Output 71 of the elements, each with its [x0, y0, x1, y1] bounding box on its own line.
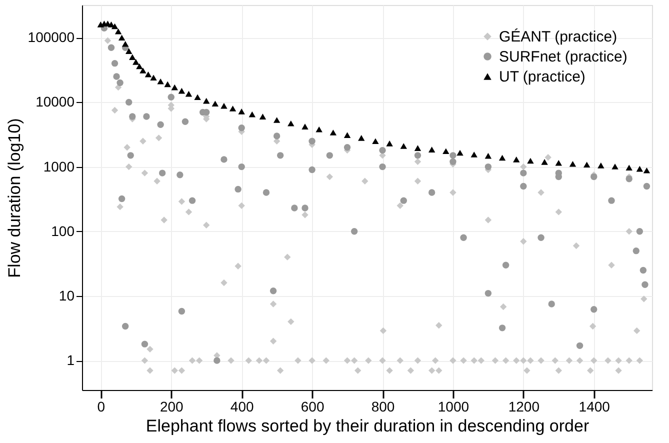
point — [527, 158, 534, 164]
x-tick-label: 1400 — [578, 398, 610, 414]
point — [643, 167, 650, 174]
y-tick-label: 100 — [51, 222, 75, 239]
point — [442, 148, 450, 154]
point — [598, 162, 604, 168]
y-tick-label: 100000 — [28, 29, 75, 46]
point — [386, 140, 393, 146]
point — [428, 146, 436, 152]
point — [238, 108, 245, 114]
y-tick-label: 1 — [66, 352, 75, 368]
y-tick-label: 10000 — [36, 94, 75, 110]
point — [150, 74, 157, 81]
legend-label: GÉANT (practice) — [499, 28, 618, 46]
legend-label: UT (practice) — [499, 68, 586, 86]
point — [400, 143, 407, 149]
point — [259, 114, 266, 120]
point — [456, 150, 464, 156]
point — [612, 164, 618, 170]
point — [288, 120, 294, 126]
point — [316, 126, 322, 132]
point — [129, 54, 136, 60]
point — [203, 98, 210, 104]
x-axis-title: Elephant flows sorted by their duration in descending order — [146, 416, 590, 436]
point — [470, 152, 478, 158]
point — [178, 88, 186, 94]
x-tick-label: 600 — [300, 398, 324, 414]
point — [555, 160, 562, 166]
x-tick-label: 1000 — [438, 398, 470, 414]
point — [372, 138, 379, 144]
point — [569, 160, 576, 167]
point — [126, 48, 132, 54]
point — [541, 159, 548, 165]
point — [164, 81, 171, 88]
x-tick-label: 1200 — [508, 398, 540, 414]
point — [229, 106, 236, 112]
point — [114, 28, 122, 34]
point — [344, 132, 351, 138]
point — [484, 152, 492, 159]
point — [144, 71, 152, 78]
point — [132, 59, 140, 65]
point — [302, 124, 308, 130]
x-tick-label: 800 — [371, 398, 395, 414]
point — [626, 164, 632, 171]
point — [358, 135, 365, 141]
point — [273, 117, 280, 123]
y-tick-label: 1000 — [43, 158, 75, 174]
point — [122, 40, 129, 47]
point — [157, 78, 164, 84]
x-tick-label: 200 — [160, 398, 184, 414]
y-tick-label: 10 — [58, 287, 75, 304]
point — [513, 156, 520, 162]
point — [194, 94, 201, 100]
point — [583, 162, 590, 168]
point — [636, 166, 644, 172]
point — [248, 111, 256, 118]
point — [330, 130, 337, 136]
point — [498, 154, 506, 161]
point — [171, 84, 178, 90]
y-axis-title: Flow duration (log10) — [4, 118, 24, 278]
point — [185, 90, 192, 97]
legend-label: SURFnet (practice) — [499, 48, 628, 66]
point — [220, 102, 228, 109]
x-tick-label: 0 — [97, 398, 106, 414]
x-tick-label: 400 — [230, 398, 254, 414]
point — [118, 34, 126, 41]
point — [136, 63, 143, 70]
point — [140, 68, 146, 74]
point — [414, 145, 422, 151]
point — [212, 100, 219, 107]
point — [111, 23, 118, 30]
